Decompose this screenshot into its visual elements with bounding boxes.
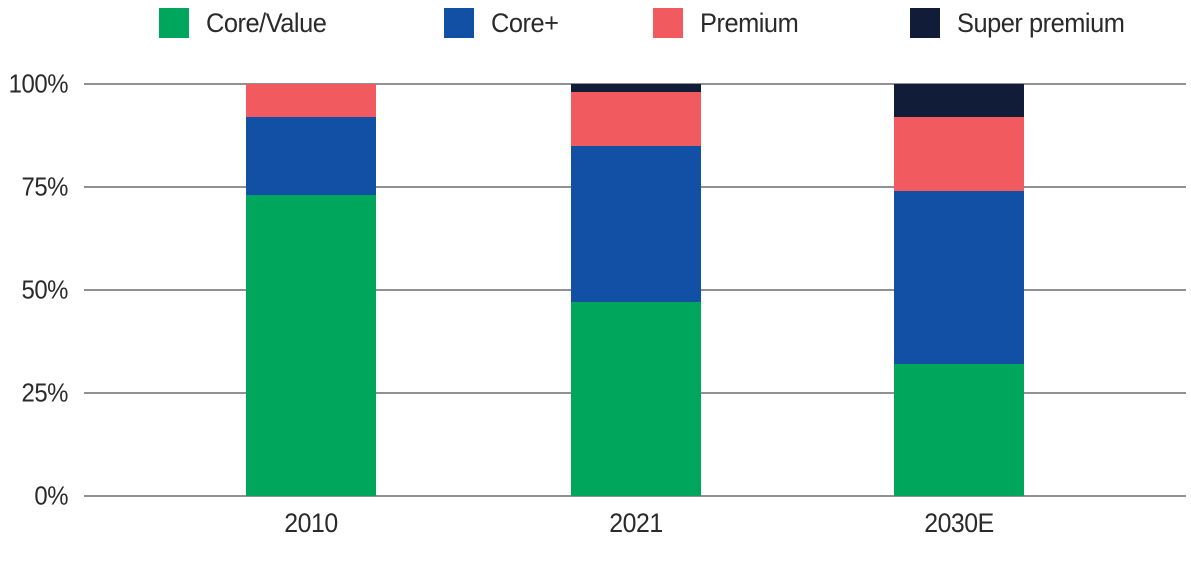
x-tick-label-2030e: 2030E [924,508,994,538]
y-tick-label-0: 0% [34,480,68,511]
bar-2030e [894,84,1024,496]
y-tick-label-25: 25% [21,377,69,408]
legend-item-super-premium: Super premium [910,8,1135,38]
legend-item-core: Core+ [444,8,563,38]
legend-item-premium: Premium [653,8,805,38]
bar-segment-2030e-core-value [894,364,1024,496]
x-axis: 2010 2021 2030E [84,508,1186,548]
chart-legend: Core/Value Core+ Premium Super premium [0,0,1191,46]
bar-2010 [246,84,376,496]
bar-segment-2030e-super-premium [894,84,1024,117]
gridline-100 [84,83,1186,85]
bar-segment-2021-core-value [571,302,701,496]
legend-swatch-core [444,8,474,38]
legend-label: Core+ [491,8,559,38]
legend-swatch-super-premium [910,8,940,38]
y-tick-label-50: 50% [21,274,69,305]
bar-2021 [571,84,701,496]
bar-segment-2030e-premium [894,116,1024,192]
legend-label: Core/Value [206,8,327,38]
bar-segment-2021-premium [571,92,701,146]
legend-swatch-core-value [159,8,189,38]
x-tick-label-2010: 2010 [284,508,338,538]
bar-segment-2010-core [246,116,376,196]
x-tick-label-2021: 2021 [609,508,663,538]
bar-segment-2021-core [571,145,701,303]
bar-segment-2021-super-premium [571,84,701,93]
legend-label: Super premium [957,8,1125,38]
bar-segment-2010-core-value [246,195,376,496]
plot-area [84,83,1186,497]
legend-item-core-value: Core/Value [159,8,334,38]
y-tick-label-75: 75% [21,171,69,202]
y-tick-label-100: 100% [8,68,69,99]
legend-label: Premium [700,8,799,38]
bar-segment-2010-premium [246,84,376,117]
bar-segment-2030e-core [894,191,1024,365]
legend-swatch-premium [653,8,683,38]
gridline-0 [84,495,1186,497]
y-axis: 0% 25% 50% 75% 100% [0,69,69,511]
